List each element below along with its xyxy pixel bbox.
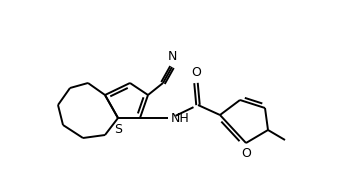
Text: NH: NH <box>171 112 190 124</box>
Text: S: S <box>114 123 122 136</box>
Text: O: O <box>241 147 251 160</box>
Text: O: O <box>191 66 201 79</box>
Text: N: N <box>167 50 177 63</box>
